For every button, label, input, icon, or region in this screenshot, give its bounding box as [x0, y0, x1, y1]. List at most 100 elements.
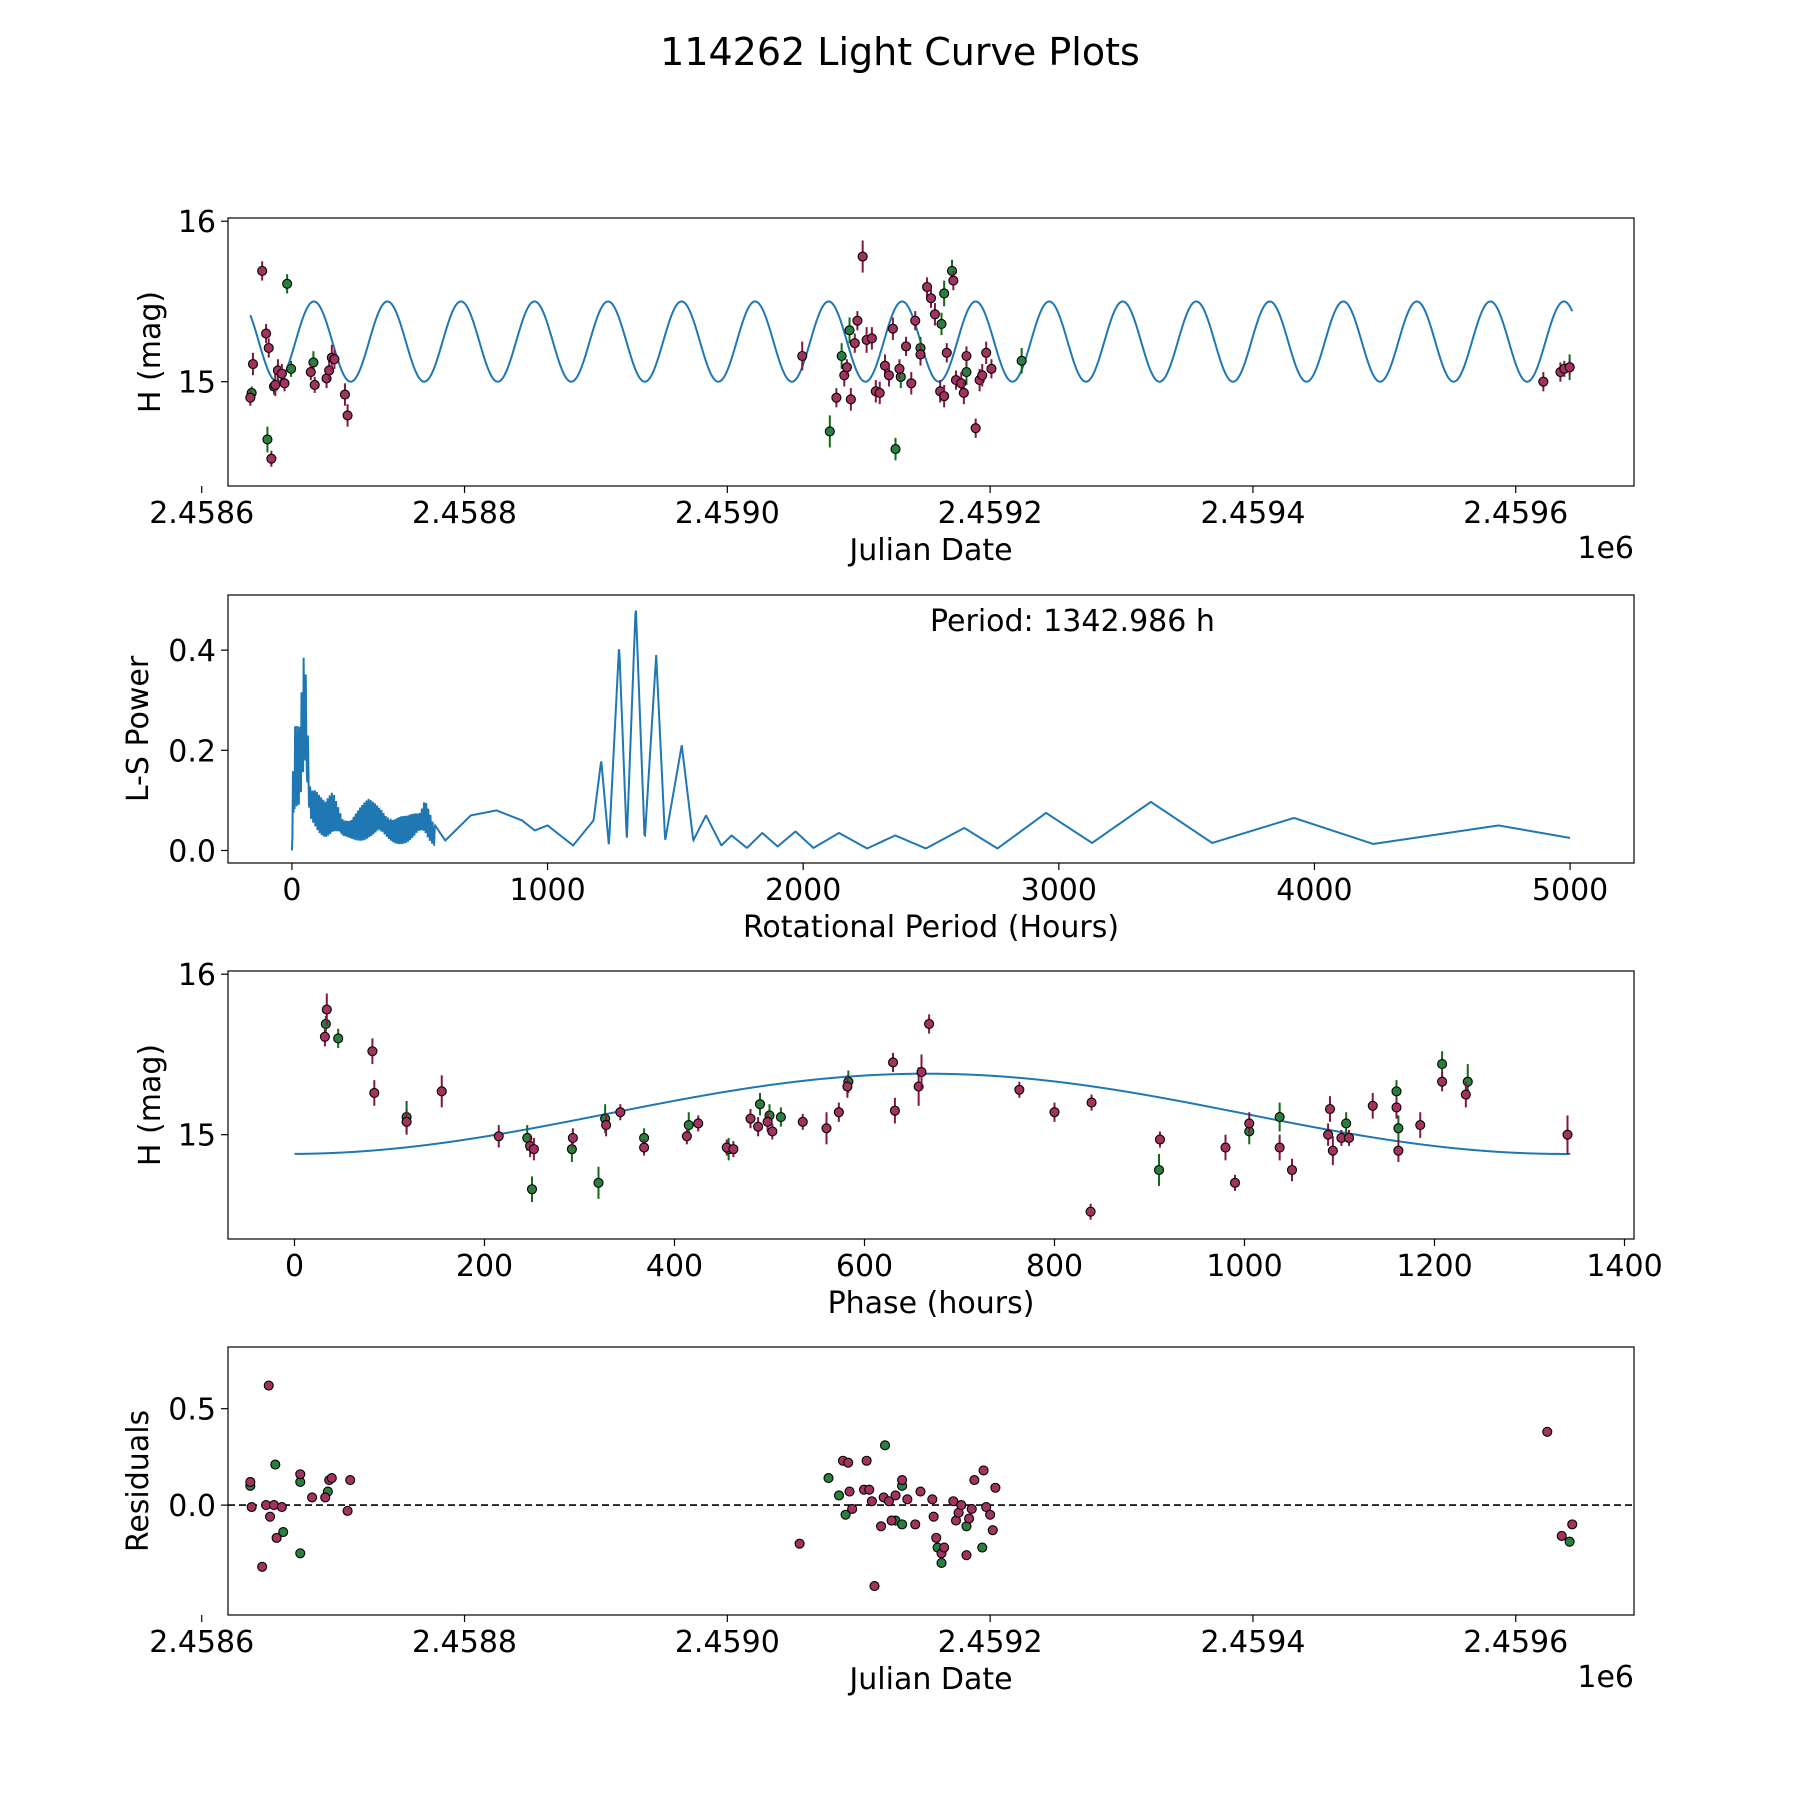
lightcurve-data-point: [946, 265, 958, 277]
residuals-data-point: [931, 1532, 942, 1543]
phased-data-point: [889, 1105, 900, 1116]
phased-xtick-label: 1400: [1586, 1249, 1662, 1284]
lightcurve-data-point: [915, 349, 926, 360]
periodogram-ylabel: L-S Power: [121, 655, 156, 802]
residuals-data-point: [833, 1490, 845, 1501]
lightcurve-data-point: [958, 387, 969, 398]
residuals-data-point: [864, 1484, 875, 1495]
phased-data-point: [681, 1131, 692, 1142]
phased-data-point: [1562, 1129, 1573, 1140]
phased-data-point: [1229, 1177, 1241, 1188]
residuals-data-point: [866, 1496, 877, 1507]
lightcurve-data-point: [936, 318, 947, 329]
phased-data-point: [369, 1087, 380, 1099]
residuals-data-point: [897, 1519, 908, 1530]
lightcurve-data-point: [1564, 362, 1575, 373]
phased-data-point: [1437, 1059, 1448, 1070]
lightcurve-data-point: [339, 389, 350, 400]
residuals-data-point: [879, 1440, 891, 1451]
lightcurve-data-point: [261, 328, 272, 339]
phased-data-point: [593, 1177, 604, 1188]
lightcurve-data-point: [948, 275, 959, 286]
residuals-xtick-label: 2.4594: [1200, 1625, 1305, 1660]
residuals-data-point: [964, 1513, 975, 1524]
residuals-data-point: [1567, 1519, 1578, 1530]
lightcurve-data-point: [939, 288, 950, 299]
periodogram-xtick-label: 3000: [1021, 873, 1097, 908]
lightcurve-data-point: [270, 379, 281, 390]
lightcurve-data-point: [977, 370, 988, 381]
lightcurve-data-point: [961, 367, 972, 378]
phased-ylabel: H (mag): [133, 1044, 168, 1166]
phased-data-point: [728, 1144, 739, 1155]
residuals-data-point: [342, 1505, 353, 1516]
residuals-offset-label: 1e6: [1577, 1660, 1634, 1695]
residuals-data-point: [1564, 1536, 1575, 1547]
lightcurve-data-point: [257, 265, 268, 277]
residuals-ytick-label: 0.0: [168, 1489, 216, 1524]
lightcurve-data-point: [329, 354, 340, 365]
residuals-xtick-label: 2.4588: [412, 1625, 517, 1660]
lightcurve-data-point: [247, 358, 259, 370]
residuals-data-point: [915, 1486, 926, 1497]
phased-data-point: [1014, 1084, 1025, 1095]
lightcurve-data-point: [922, 281, 933, 293]
residuals-data-point: [886, 1515, 897, 1526]
phased-data-point: [1286, 1164, 1298, 1176]
phased-data-point: [916, 1067, 927, 1078]
lightcurve-data-point: [849, 338, 860, 349]
residuals-data-point: [345, 1474, 356, 1486]
residuals-data-point: [981, 1501, 992, 1513]
phased-data-point: [1049, 1107, 1060, 1118]
residuals-data-point: [977, 1542, 988, 1553]
phased-ytick-label: 16: [178, 958, 216, 993]
lightcurve-data-point: [906, 378, 917, 389]
periodogram-ticks: 0 1000 2000 3000 4000 5000 0.0 0.2 0.4: [168, 634, 1608, 908]
phased-data-point: [683, 1120, 694, 1131]
panel-residuals: 2.4586 2.4588 2.4590 2.4592 2.4594 2.4596 0.0 0…: [121, 1346, 1635, 1697]
lightcurve-xtick-label: 2.4596: [1463, 496, 1568, 531]
phased-data-point: [1462, 1076, 1473, 1087]
residuals-ytick-label: 0.5: [168, 1393, 216, 1428]
lightcurve-xtick-label: 2.4592: [938, 496, 1043, 531]
phased-data-point: [639, 1142, 650, 1153]
residuals-xtick-label: 2.4592: [938, 1625, 1043, 1660]
phased-ytick-label: 15: [178, 1119, 216, 1154]
phased-data-point: [1341, 1118, 1352, 1129]
residuals-data-point: [276, 1501, 287, 1513]
phased-data-point: [753, 1121, 764, 1132]
lightcurve-clipped-content: [245, 240, 1575, 467]
lightcurve-data-point: [1538, 376, 1549, 387]
lightcurve-data-point: [845, 394, 856, 405]
residuals-data-point: [847, 1503, 858, 1515]
phased-xlabel: Phase (hours): [828, 1286, 1035, 1321]
phased-data-point: [767, 1126, 778, 1137]
phased-data-point: [1460, 1089, 1471, 1100]
lightcurve-xtick-label: 2.4586: [149, 496, 254, 531]
lightcurve-plot-area: [245, 240, 1575, 467]
residuals-data-point: [928, 1511, 939, 1522]
phased-data-point: [1085, 1206, 1096, 1217]
lightcurve-data-point: [970, 423, 981, 434]
phased-data-point: [1393, 1123, 1404, 1134]
residuals-plot-area: [228, 1380, 1634, 1592]
lightcurve-ytick-label: 16: [178, 205, 216, 240]
periodogram-xtick-label: 5000: [1532, 873, 1608, 908]
phased-data-point: [797, 1116, 808, 1127]
residuals-xtick-label: 2.4586: [149, 1625, 254, 1660]
residuals-data-point: [264, 1511, 276, 1522]
phased-data-point: [1393, 1145, 1404, 1156]
residuals-data-point: [985, 1509, 996, 1520]
lightcurve-data-point: [890, 444, 901, 455]
phased-data-point: [615, 1107, 626, 1118]
phased-data-point: [754, 1099, 766, 1110]
residuals-data-point: [271, 1532, 282, 1543]
lightcurve-data-point: [263, 342, 274, 354]
lightcurve-data-point: [852, 315, 863, 326]
lightcurve-data-point: [245, 392, 256, 403]
phased-data-point: [367, 1046, 378, 1057]
periodogram-annotation: Period: 1342.986 h: [930, 604, 1215, 639]
residuals-ylabel: Residuals: [121, 1410, 156, 1552]
phased-data-point: [1367, 1100, 1378, 1111]
